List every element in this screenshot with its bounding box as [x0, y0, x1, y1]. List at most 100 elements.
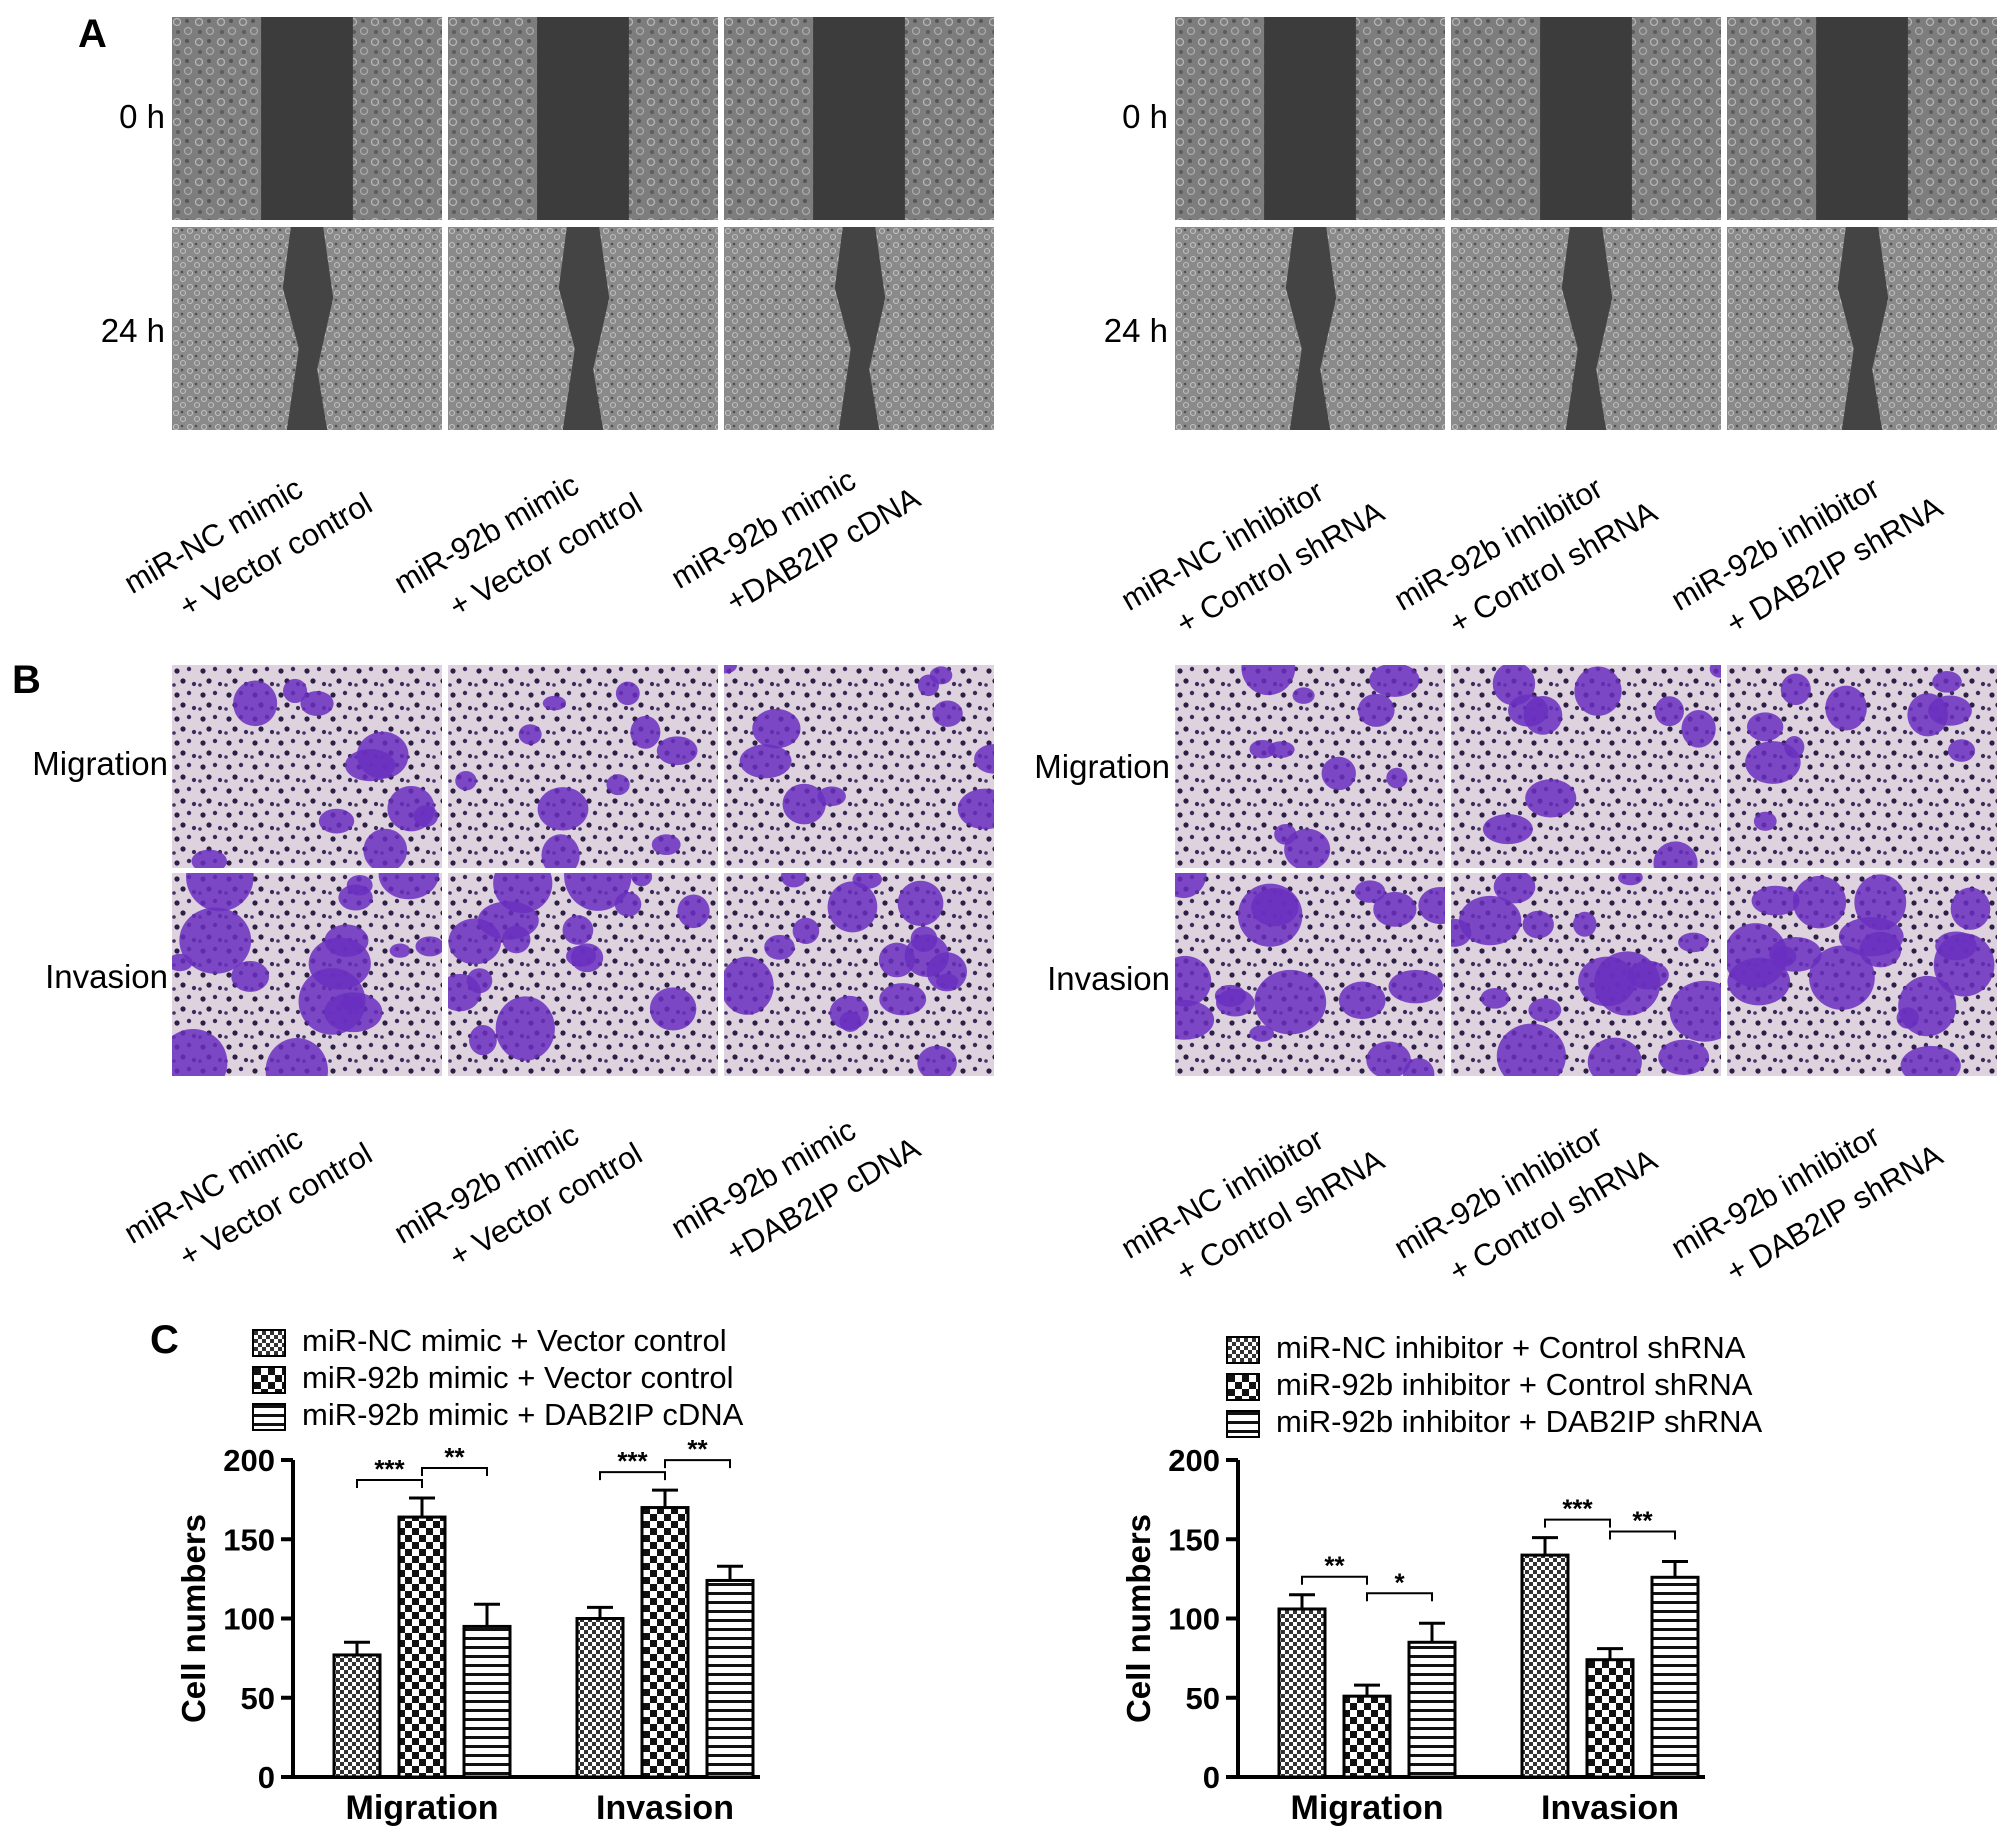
transwell-image-migration — [448, 665, 718, 868]
condition-label: miR-NC mimic + Vector control — [118, 1120, 378, 1275]
transwell-image-invasion — [1727, 873, 1997, 1076]
row-label-24h-right: 24 h — [1103, 312, 1168, 349]
significance-bracket — [1301, 1575, 1368, 1585]
significance-bracket — [664, 1459, 731, 1469]
row-label-0h-right: 0 h — [1122, 98, 1168, 135]
y-tick-label: 100 — [1168, 1602, 1220, 1637]
row-label-migration-right: Migration — [1034, 748, 1170, 785]
condition-label: miR-92b mimic +DAB2IP cDNA — [665, 461, 926, 620]
legend-swatch-2 — [252, 1403, 286, 1431]
y-tick-label: 50 — [1186, 1681, 1220, 1716]
x-category-label: Migration — [1291, 1789, 1444, 1827]
significance-label: *** — [374, 1454, 405, 1484]
wound-image-0h — [1727, 17, 1997, 220]
row-label-invasion-left: Invasion — [45, 958, 168, 995]
wound-image-24h — [1451, 227, 1721, 430]
transwell-image-migration — [1727, 665, 1997, 868]
y-tick-label: 0 — [258, 1760, 275, 1795]
error-bar — [474, 1602, 500, 1627]
transwell-image-migration — [724, 665, 994, 868]
wound-image-24h — [448, 227, 718, 430]
y-tick-label: 50 — [241, 1681, 275, 1716]
error-bar — [1289, 1593, 1315, 1609]
panel-a-letter: A — [78, 12, 107, 56]
condition-label: miR-92b mimic + Vector control — [388, 466, 648, 625]
significance-bracket — [1544, 1518, 1611, 1528]
panel-b-letter: B — [12, 658, 41, 702]
significance-label: *** — [617, 1446, 648, 1476]
bar — [1277, 1607, 1327, 1779]
bar — [1342, 1694, 1392, 1779]
significance-bracket — [1609, 1530, 1676, 1540]
legend-label: miR-92b mimic + Vector control — [302, 1360, 734, 1395]
transwell-image-migration — [1451, 665, 1721, 868]
significance-bracket — [1366, 1592, 1433, 1602]
bar — [462, 1624, 512, 1779]
row-label-migration-left: Migration — [32, 745, 168, 782]
bar — [1520, 1553, 1570, 1779]
legend-label: miR-92b mimic + DAB2IP cDNA — [302, 1397, 744, 1432]
condition-label: miR-92b inhibitor + DAB2IP shRNA — [1665, 1118, 1949, 1290]
y-axis-label: Cell numbers — [1120, 1514, 1157, 1723]
significance-label: *** — [1562, 1494, 1593, 1524]
error-bar — [1662, 1559, 1688, 1578]
legend-label: miR-92b inhibitor + DAB2IP shRNA — [1276, 1404, 1763, 1439]
bar — [332, 1653, 382, 1779]
significance-label: * — [1394, 1567, 1405, 1597]
y-tick-label: 100 — [223, 1602, 275, 1637]
error-bar — [1354, 1683, 1380, 1697]
legend-label: miR-NC inhibitor + Control shRNA — [1276, 1330, 1746, 1365]
legend-label: miR-92b inhibitor + Control shRNA — [1276, 1367, 1753, 1402]
significance-label: ** — [687, 1434, 708, 1464]
significance-label: ** — [1324, 1551, 1345, 1581]
row-label-0h-left: 0 h — [119, 98, 165, 135]
transwell-image-invasion — [1175, 873, 1445, 1076]
panel-c-letter: C — [150, 1318, 179, 1362]
condition-label: miR-92b inhibitor + Control shRNA — [1388, 1118, 1663, 1290]
x-category-label: Invasion — [1541, 1789, 1679, 1827]
significance-bracket — [356, 1479, 423, 1489]
wound-image-24h — [1175, 227, 1445, 430]
legend-label: miR-NC mimic + Vector control — [302, 1323, 727, 1358]
wound-image-24h — [172, 227, 442, 430]
condition-label: miR-NC inhibitor + Control shRNA — [1115, 473, 1390, 642]
condition-label: miR-92b inhibitor + Control shRNA — [1388, 470, 1663, 642]
condition-label: miR-NC mimic + Vector control — [118, 470, 378, 625]
legend-swatch-2 — [1226, 1410, 1260, 1438]
wound-image-0h — [724, 17, 994, 220]
transwell-image-invasion — [448, 873, 718, 1076]
error-bar — [409, 1496, 435, 1518]
y-tick-label: 150 — [223, 1522, 275, 1557]
legend-swatch-0 — [252, 1329, 286, 1357]
wound-image-0h — [172, 17, 442, 220]
x-category-label: Invasion — [596, 1789, 734, 1827]
error-bar — [717, 1564, 743, 1581]
y-tick-label: 200 — [1168, 1443, 1220, 1478]
y-axis-label: Cell numbers — [175, 1514, 212, 1723]
bar — [640, 1506, 690, 1779]
wound-image-24h — [724, 227, 994, 430]
condition-label: miR-NC inhibitor + Control shRNA — [1115, 1121, 1390, 1290]
error-bar — [344, 1640, 370, 1655]
legend-swatch-1 — [252, 1366, 286, 1394]
y-tick-label: 0 — [1203, 1760, 1220, 1795]
bar — [1585, 1658, 1635, 1779]
bar — [1407, 1640, 1457, 1779]
transwell-image-invasion — [172, 873, 442, 1076]
error-bar — [587, 1605, 613, 1619]
condition-label: miR-92b inhibitor + DAB2IP shRNA — [1665, 470, 1949, 642]
wound-image-24h — [1727, 227, 1997, 430]
transwell-image-migration — [1175, 665, 1445, 868]
condition-label: miR-92b mimic +DAB2IP cDNA — [665, 1111, 926, 1270]
condition-label: miR-92b mimic + Vector control — [388, 1116, 648, 1275]
significance-label: ** — [1632, 1505, 1653, 1535]
transwell-image-invasion — [1451, 873, 1721, 1076]
transwell-image-invasion — [724, 873, 994, 1076]
significance-bracket — [599, 1471, 666, 1481]
legend-swatch-1 — [1226, 1373, 1260, 1401]
bar — [575, 1617, 625, 1779]
wound-image-0h — [1451, 17, 1721, 220]
row-label-24h-left: 24 h — [100, 312, 165, 349]
row-label-invasion-right: Invasion — [1047, 960, 1170, 997]
